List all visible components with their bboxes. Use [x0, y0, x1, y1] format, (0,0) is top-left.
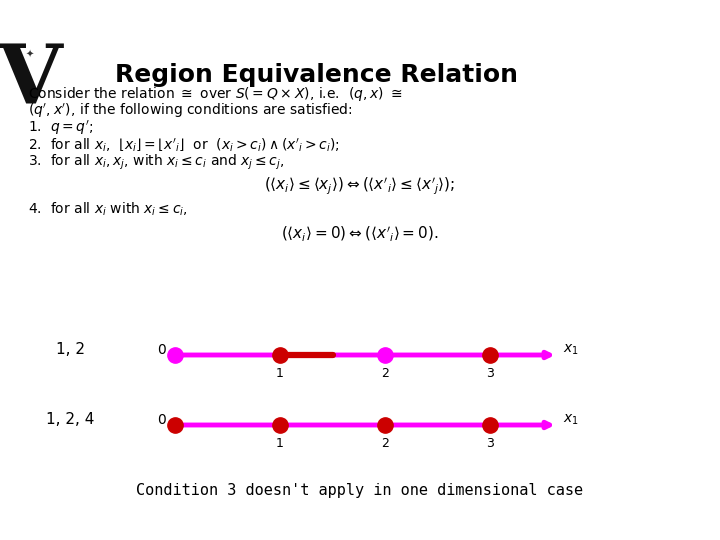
Text: 3: 3: [486, 437, 494, 450]
Text: 1: 1: [276, 367, 284, 380]
Text: 2: 2: [381, 367, 389, 380]
FancyBboxPatch shape: [606, 19, 617, 76]
Text: Consider the relation $\cong$ over $S(= Q \times X)$, i.e.  $(q, x)$ $\cong$: Consider the relation $\cong$ over $S(= …: [28, 85, 402, 103]
Text: V: V: [0, 40, 63, 120]
FancyBboxPatch shape: [665, 19, 675, 76]
Text: 3.  for all $x_i, x_j$, with $x_i \leq c_i$ and $x_j \leq c_j$,: 3. for all $x_i, x_j$, with $x_i \leq c_…: [28, 153, 284, 172]
Text: 0: 0: [157, 413, 166, 427]
Text: 2: 2: [381, 437, 389, 450]
Text: 1.  $q = q'$;: 1. $q = q'$;: [28, 119, 94, 137]
FancyBboxPatch shape: [644, 19, 655, 76]
Text: 1, 2: 1, 2: [55, 342, 84, 357]
Text: $(\langle x_i \rangle = 0) \Leftrightarrow (\langle x'_i \rangle = 0).$: $(\langle x_i \rangle = 0) \Leftrightarr…: [282, 224, 438, 243]
Text: $x_1$: $x_1$: [563, 413, 579, 427]
Text: 4.  for all $x_i$ with $x_i \leq c_i$,: 4. for all $x_i$ with $x_i \leq c_i$,: [28, 201, 188, 218]
Text: $(q', x')$, if the following conditions are satisfied:: $(q', x')$, if the following conditions …: [28, 102, 353, 120]
Text: 0: 0: [157, 343, 166, 357]
Text: $(\langle x_i \rangle \leq \langle x_j \rangle) \Leftrightarrow (\langle x'_i \r: $(\langle x_i \rangle \leq \langle x_j \…: [264, 176, 456, 197]
FancyBboxPatch shape: [682, 19, 693, 76]
Text: 2.  for all $x_i$,  $\lfloor x_i \rfloor = \lfloor x'_i \rfloor$  or  $(x_i > c_: 2. for all $x_i$, $\lfloor x_i \rfloor =…: [28, 136, 340, 153]
Text: 1: 1: [276, 437, 284, 450]
Text: 1, 2, 4: 1, 2, 4: [46, 413, 94, 428]
Text: 3: 3: [486, 367, 494, 380]
Text: Region Equivalence Relation: Region Equivalence Relation: [115, 63, 518, 87]
Text: ✦: ✦: [26, 50, 34, 60]
Text: Condition 3 doesn't apply in one dimensional case: Condition 3 doesn't apply in one dimensi…: [136, 483, 584, 497]
Text: $x_1$: $x_1$: [563, 343, 579, 357]
FancyBboxPatch shape: [624, 19, 634, 76]
